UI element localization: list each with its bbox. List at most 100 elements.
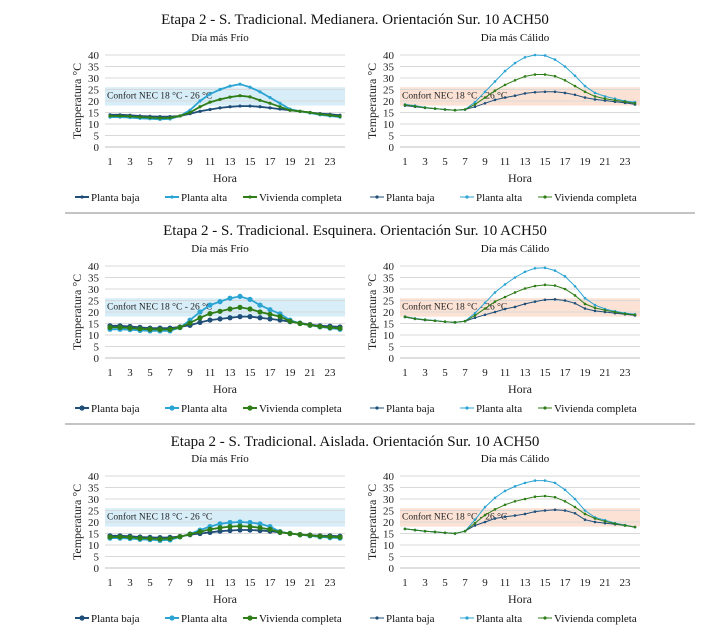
x-tick-label: 1 <box>402 156 408 168</box>
legend-item: Vivienda completa <box>243 192 342 204</box>
data-point <box>413 528 417 532</box>
x-tick-label: 7 <box>462 156 468 168</box>
legend-label: Vivienda completa <box>554 403 637 415</box>
legend-item: Planta alta <box>460 613 522 625</box>
y-tick-label: 0 <box>389 353 395 365</box>
y-axis-label: Temperatura °C <box>70 484 84 560</box>
x-tick-label: 11 <box>205 577 216 589</box>
data-point <box>413 317 417 320</box>
data-point <box>573 505 577 509</box>
x-tick-label: 13 <box>225 156 237 168</box>
legend-label: Vivienda completa <box>554 613 637 625</box>
x-tick-label: 17 <box>265 156 277 168</box>
x-tick-label: 13 <box>520 156 532 168</box>
series-vivienda-completa <box>403 73 637 112</box>
chart-title: Día más Frío <box>191 453 249 465</box>
data-point <box>157 326 163 333</box>
data-point <box>553 284 557 287</box>
data-point <box>463 529 467 533</box>
data-point <box>553 495 557 499</box>
x-tick-label: 23 <box>620 367 632 379</box>
data-point <box>307 322 313 328</box>
x-tick-label: 17 <box>560 156 572 168</box>
y-tick-label: 25 <box>383 506 395 518</box>
data-point <box>573 497 577 501</box>
y-tick-label: 25 <box>383 296 395 308</box>
data-point <box>483 313 487 317</box>
data-point <box>483 102 487 105</box>
data-point <box>553 508 557 512</box>
data-point <box>127 325 133 331</box>
data-point <box>563 299 567 302</box>
y-tick-label: 35 <box>88 483 100 495</box>
x-tick-label: 7 <box>167 156 173 168</box>
legend-marker <box>375 616 379 620</box>
y-tick-label: 30 <box>383 284 395 296</box>
x-tick-label: 23 <box>325 156 337 168</box>
data-point <box>593 520 597 524</box>
y-tick-label: 35 <box>383 62 395 74</box>
legend: Planta baja Planta alta Vivienda completa <box>370 192 637 204</box>
data-point <box>473 100 477 104</box>
data-point <box>198 99 202 103</box>
data-point <box>208 107 212 112</box>
legend-item: Planta baja <box>75 403 140 415</box>
legend-item: Planta alta <box>460 403 522 415</box>
legend-marker <box>465 616 469 620</box>
data-point <box>318 112 322 116</box>
data-point <box>218 97 222 101</box>
x-tick-label: 19 <box>285 577 297 589</box>
x-axis-label: Hora <box>213 592 238 606</box>
data-point <box>278 101 282 105</box>
x-tick-label: 5 <box>147 367 153 379</box>
data-point <box>543 479 547 482</box>
x-tick-label: 19 <box>580 156 592 168</box>
y-tick-label: 5 <box>389 342 395 354</box>
data-point <box>267 307 273 313</box>
data-point <box>613 99 617 102</box>
x-tick-label: 9 <box>482 367 488 379</box>
data-point <box>583 96 587 99</box>
data-point <box>227 524 233 530</box>
data-point <box>207 526 213 532</box>
band-label: Confort NEC 18 °C - 26 °C <box>107 90 212 101</box>
data-point <box>453 532 457 535</box>
data-point <box>593 309 597 313</box>
data-point <box>268 106 272 110</box>
data-point <box>227 315 233 321</box>
data-point <box>277 314 283 320</box>
data-point <box>483 513 487 517</box>
data-point <box>583 512 587 516</box>
legend-label: Planta baja <box>91 403 140 415</box>
band-label: Confort NEC 18 °C - 26 °C <box>402 90 507 101</box>
legend-marker <box>465 195 469 199</box>
legend-label: Vivienda completa <box>259 613 342 625</box>
data-point <box>247 519 253 526</box>
x-tick-label: 13 <box>520 367 532 379</box>
data-point <box>543 54 547 57</box>
x-tick-label: 5 <box>147 577 153 589</box>
band-label: Confort NEC 18 °C - 26 °C <box>107 511 212 522</box>
y-tick-label: 40 <box>88 50 100 62</box>
x-tick-label: 11 <box>500 156 511 168</box>
data-point <box>267 526 273 532</box>
data-point <box>443 108 447 111</box>
data-point <box>473 311 477 315</box>
legend-item: Vivienda completa <box>538 192 637 204</box>
data-point <box>443 320 447 323</box>
data-point <box>138 115 142 119</box>
legend-marker <box>169 405 175 411</box>
data-point <box>593 98 597 101</box>
data-point <box>137 535 143 541</box>
legend-marker <box>247 405 253 411</box>
data-point <box>603 310 607 314</box>
data-point <box>633 102 637 105</box>
data-point <box>147 326 153 332</box>
data-point <box>248 104 252 108</box>
legend-item: Planta baja <box>75 192 140 204</box>
data-point <box>513 94 517 98</box>
data-point <box>197 319 203 325</box>
data-point <box>473 316 477 320</box>
